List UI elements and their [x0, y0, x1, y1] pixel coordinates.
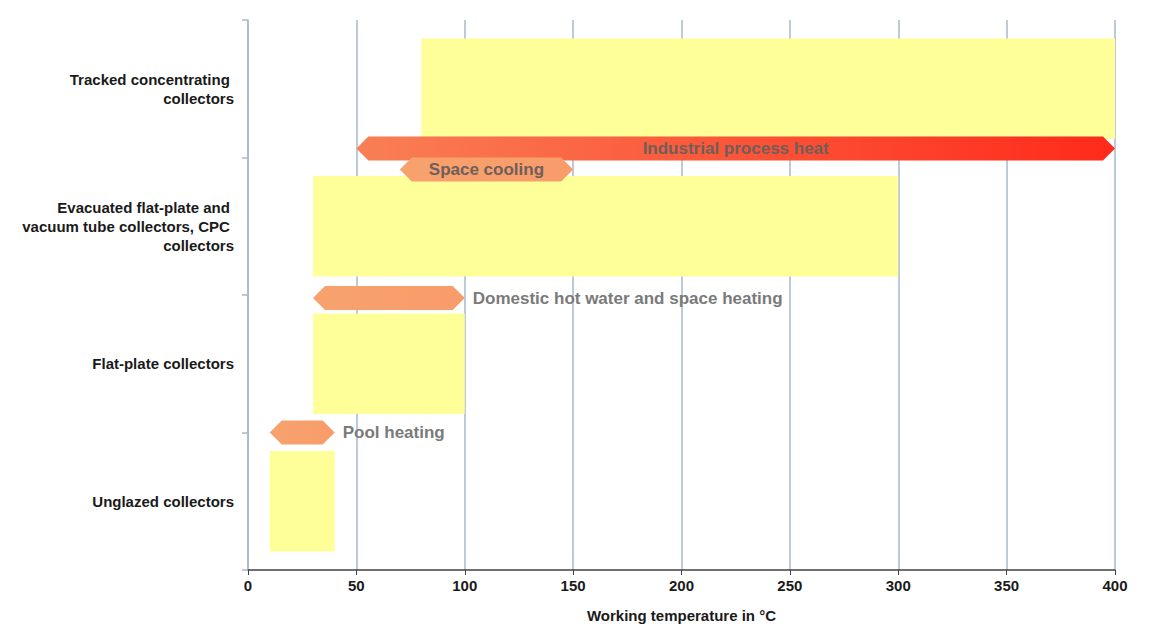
svg-text:Unglazed collectors: Unglazed collectors — [92, 493, 234, 510]
svg-text:150: 150 — [561, 577, 586, 594]
svg-text:Evacuated flat-plate and: Evacuated flat-plate and — [57, 199, 234, 216]
svg-text:250: 250 — [777, 577, 802, 594]
svg-text:vacuum tube collectors, CPC: vacuum tube collectors, CPC — [22, 218, 234, 235]
svg-text:Industrial process heat: Industrial process heat — [643, 139, 829, 158]
svg-text:200: 200 — [669, 577, 694, 594]
svg-text:0: 0 — [244, 577, 252, 594]
svg-text:Space cooling: Space cooling — [429, 160, 544, 179]
svg-text:collectors: collectors — [163, 90, 234, 107]
svg-text:Working temperature in °C: Working temperature in °C — [587, 607, 776, 624]
svg-text:400: 400 — [1102, 577, 1127, 594]
svg-text:Pool heating: Pool heating — [343, 423, 445, 442]
svg-text:Tracked concentrating: Tracked concentrating — [70, 71, 234, 88]
svg-text:350: 350 — [994, 577, 1019, 594]
svg-text:Flat-plate collectors: Flat-plate collectors — [92, 355, 234, 372]
svg-text:collectors: collectors — [163, 237, 234, 254]
svg-text:Domestic hot water and space h: Domestic hot water and space heating — [473, 289, 783, 308]
svg-text:300: 300 — [886, 577, 911, 594]
svg-text:50: 50 — [348, 577, 365, 594]
svg-text:100: 100 — [452, 577, 477, 594]
